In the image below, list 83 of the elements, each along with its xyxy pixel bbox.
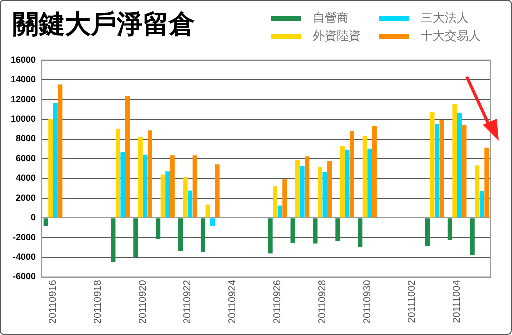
bar [215, 164, 220, 218]
bar [305, 156, 310, 218]
x-tick-label: 20111002 [407, 280, 418, 324]
y-tick-label: 6000 [16, 153, 36, 164]
x-tick-label: 20110920 [138, 280, 149, 324]
bar [336, 218, 340, 242]
bar [322, 172, 328, 218]
bar [296, 160, 300, 218]
y-tick-label: 0 [31, 212, 36, 223]
bar [210, 218, 216, 226]
legend-label: 自營商 [313, 10, 349, 26]
bar [470, 218, 475, 256]
bar [206, 204, 210, 218]
x-tick-label: 20111004 [452, 280, 464, 324]
bar [328, 162, 332, 218]
bar [138, 137, 143, 218]
bar [48, 120, 54, 218]
bar [350, 131, 355, 218]
y-tick-label: 2000 [16, 192, 36, 203]
y-tick-label: 8000 [16, 134, 36, 144]
bar [120, 152, 126, 218]
bar [53, 103, 58, 218]
bar [475, 166, 480, 218]
y-tick-label: 4000 [16, 173, 36, 184]
y-tick-label: -4000 [12, 252, 36, 262]
x-tick-label: 20110924 [228, 280, 239, 324]
y-tick-label: -2000 [12, 232, 36, 242]
bar [170, 156, 175, 218]
bar [362, 136, 368, 218]
bar [166, 172, 170, 218]
bar [435, 124, 440, 218]
x-tick-label: 20110930 [362, 280, 374, 324]
bar [278, 206, 282, 218]
legend-label: 外資陸資 [313, 28, 361, 44]
bar [425, 218, 430, 246]
bar [290, 218, 296, 244]
bar [300, 166, 305, 218]
bar [452, 104, 458, 218]
bar [372, 126, 377, 218]
y-tick-label: -6000 [12, 272, 36, 282]
bar [200, 218, 206, 252]
bar [430, 112, 435, 218]
y-tick-label: 12000 [10, 94, 36, 104]
bar [448, 218, 452, 240]
bar [340, 146, 345, 218]
bar [358, 218, 363, 248]
bar [44, 218, 48, 226]
bar [192, 156, 198, 218]
bar [345, 150, 350, 218]
bar [462, 124, 467, 218]
bar [134, 218, 138, 258]
bar [368, 148, 372, 218]
bar [318, 167, 323, 218]
bar [484, 148, 490, 218]
bar [282, 180, 288, 218]
x-tick-label: 20110916 [48, 280, 59, 324]
legend-label: 三大法人 [421, 10, 469, 26]
y-tick-label: 14000 [10, 74, 36, 85]
bar [58, 84, 63, 218]
bar [183, 178, 188, 218]
bar [457, 113, 462, 218]
x-tick-label: 20110918 [92, 280, 104, 324]
bar [480, 191, 484, 218]
bar [160, 174, 166, 218]
bar [143, 154, 148, 218]
legend-label: 十大交易人 [421, 28, 481, 44]
bar [313, 218, 318, 244]
bar [268, 218, 273, 254]
x-tick-label: 20110926 [272, 280, 284, 324]
y-tick-label: 10000 [10, 114, 36, 124]
bar [273, 186, 278, 218]
bar [188, 190, 193, 218]
bar [148, 130, 152, 218]
bar [156, 218, 161, 240]
bar [178, 218, 184, 252]
x-tick-label: 20110922 [182, 280, 194, 324]
bar [116, 129, 120, 218]
y-tick-label: 16000 [10, 54, 36, 65]
bar [125, 96, 130, 218]
bar [440, 120, 444, 218]
chart-title: 關鍵大戶淨留倉 [13, 9, 195, 42]
bar [111, 218, 116, 262]
x-tick-label: 20110928 [317, 280, 328, 324]
